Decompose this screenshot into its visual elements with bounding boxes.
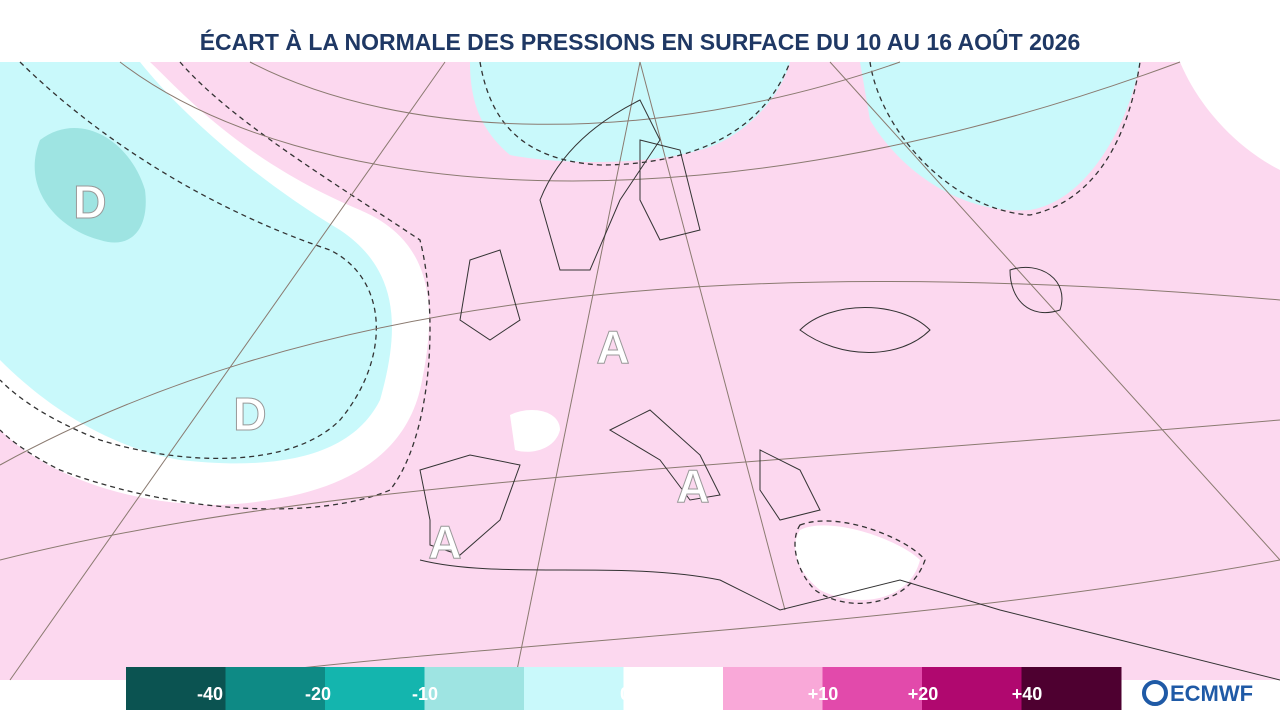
- title: ÉCART À LA NORMALE DES PRESSIONS EN SURF…: [200, 28, 1081, 55]
- isobar: [479, 61, 791, 166]
- coastlines: [419, 99, 1280, 681]
- legend-swatch: [623, 667, 724, 710]
- pressure-center-label: D: [73, 176, 106, 228]
- legend-label: -40: [197, 684, 223, 704]
- legend-label: +40: [1012, 684, 1043, 704]
- legend-swatch: [225, 667, 326, 710]
- isobar: [869, 61, 1141, 216]
- legend-swatch: [424, 667, 525, 710]
- legend-swatch: [822, 667, 923, 710]
- legend-swatch: [524, 667, 624, 710]
- legend-label: -20: [305, 684, 331, 704]
- legend-swatch: [325, 667, 425, 710]
- pressure-center-label: A: [428, 516, 461, 568]
- isobar: [0, 61, 431, 510]
- legend-label: -10: [412, 684, 438, 704]
- legend-label: +10: [808, 684, 839, 704]
- legend-swatch: [922, 667, 1022, 710]
- logo-text: ECMWF: [1170, 681, 1253, 706]
- pressure-center-label: A: [676, 460, 709, 512]
- pressure-centers: D D A A A: [73, 176, 710, 569]
- legend-swatch: [1021, 667, 1122, 710]
- graticule: [0, 61, 1280, 681]
- pressure-center-label: D: [233, 388, 266, 440]
- logo-icon: [1142, 680, 1168, 706]
- legend-swatch: [126, 667, 226, 710]
- map: [0, 61, 1280, 681]
- legend-label: +20: [908, 684, 939, 704]
- legend-swatch: [723, 667, 823, 710]
- pressure-center-label: A: [596, 321, 629, 373]
- neutral-zone: [1180, 62, 1280, 170]
- legend: -40 -20 -10 0 +10 +20 +40: [126, 667, 1122, 710]
- neutral-zone: [510, 410, 560, 452]
- isobar: [0, 61, 377, 460]
- neutral-zone: [795, 525, 920, 600]
- strong-low-zone: [34, 128, 146, 243]
- logo: ECMWF: [1142, 680, 1253, 706]
- legend-label: 0: [620, 684, 630, 704]
